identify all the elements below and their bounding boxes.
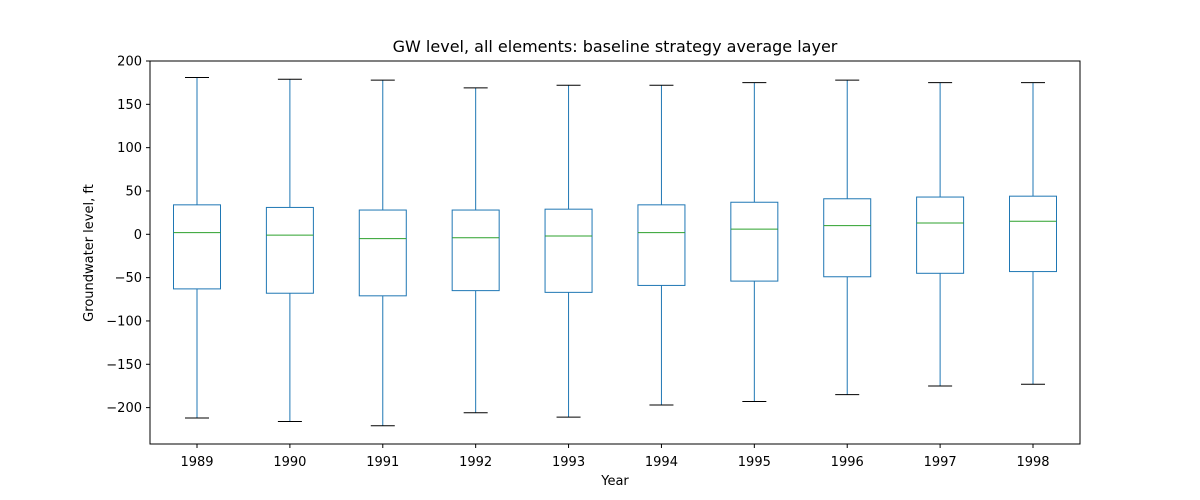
y-tick-label: 0: [134, 228, 142, 243]
x-tick-label: 1993: [552, 455, 585, 470]
box-iqr: [1009, 195, 1057, 273]
axes-frame: [149, 60, 1081, 445]
x-tick-label: 1998: [1016, 455, 1049, 470]
y-tick-label: 200: [117, 55, 142, 70]
plot-area: 200 150 100 50 0 −50 −100 −150 −200 1989 1990 1991 1…: [106, 55, 1081, 470]
box-iqr: [916, 196, 965, 274]
box-iqr: [823, 198, 872, 278]
x-tick-label: 1989: [180, 455, 213, 470]
box-iqr: [265, 206, 314, 294]
box-iqr: [637, 204, 686, 286]
x-tick-label: 1992: [459, 455, 492, 470]
y-tick-label: 150: [117, 98, 142, 113]
y-tick-label: 50: [125, 184, 142, 199]
x-tick-label: 1991: [366, 455, 399, 470]
box-iqr: [173, 204, 221, 290]
y-tick-label: −150: [106, 358, 142, 373]
x-tick-label: 1997: [924, 455, 957, 470]
chart-title: GW level, all elements: baseline strateg…: [393, 37, 838, 56]
box-iqr: [730, 201, 779, 282]
x-axis-title: Year: [600, 474, 629, 489]
y-tick-label: −50: [115, 271, 142, 286]
box-iqr: [544, 208, 593, 293]
y-tick-label: 100: [117, 141, 142, 156]
box-iqr: [451, 209, 500, 292]
y-tick-label: −100: [106, 314, 142, 329]
y-axis-title: Groundwater level, ft: [82, 184, 97, 322]
x-tick-label: 1990: [273, 455, 306, 470]
x-tick-label: 1995: [738, 455, 771, 470]
box-iqr: [358, 209, 407, 297]
y-tick-label: −200: [106, 401, 142, 416]
x-tick-label: 1994: [645, 455, 678, 470]
x-tick-label: 1996: [831, 455, 864, 470]
